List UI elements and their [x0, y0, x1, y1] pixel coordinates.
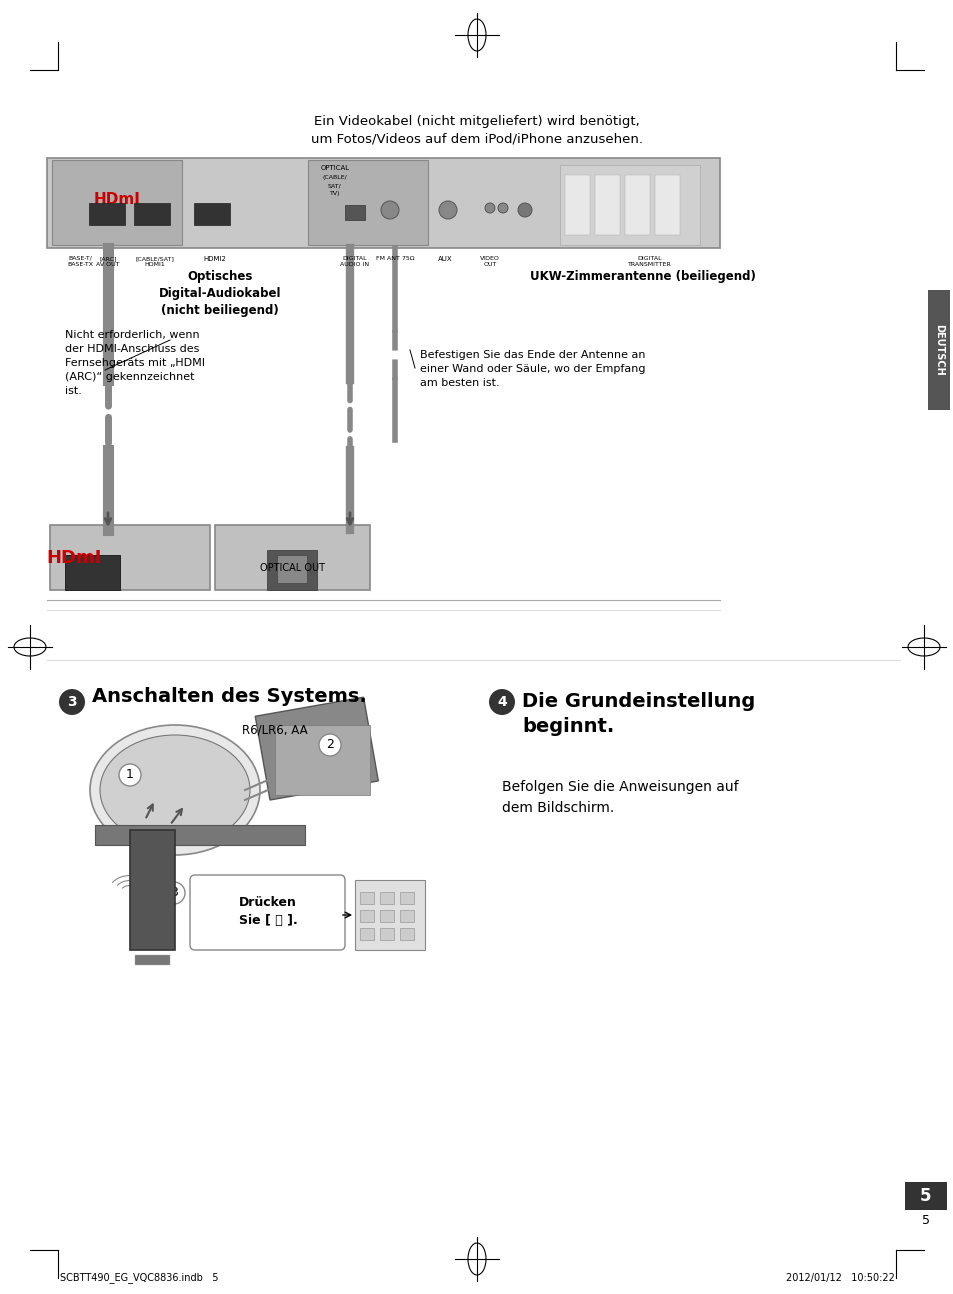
Text: BASE-T/
BASE-TX: BASE-T/ BASE-TX: [67, 256, 92, 267]
Text: DIGITAL
TRANSMITTER: DIGITAL TRANSMITTER: [627, 256, 671, 267]
Text: HDmI: HDmI: [93, 193, 140, 207]
FancyBboxPatch shape: [190, 875, 345, 950]
Circle shape: [517, 203, 532, 217]
Text: OPTICAL: OPTICAL: [320, 166, 349, 171]
Text: HDmI: HDmI: [47, 549, 102, 567]
Bar: [595, 175, 619, 236]
Text: 5: 5: [921, 1214, 929, 1227]
Text: 5: 5: [920, 1187, 931, 1205]
Bar: [624, 175, 649, 236]
Circle shape: [484, 203, 495, 214]
Text: SAT/: SAT/: [328, 184, 341, 189]
Text: Ein Videokabel (nicht mitgeliefert) wird benötigt,
um Fotos/Videos auf dem iPod/: Ein Videokabel (nicht mitgeliefert) wird…: [311, 114, 642, 145]
Bar: [379, 928, 394, 939]
Bar: [135, 925, 170, 936]
Text: Anschalten des Systems.: Anschalten des Systems.: [91, 687, 366, 707]
Bar: [135, 939, 170, 950]
Text: Die Grundeinstellung
beginnt.: Die Grundeinstellung beginnt.: [521, 692, 755, 736]
Bar: [379, 892, 394, 905]
Bar: [904, 1181, 946, 1210]
Bar: [359, 910, 374, 923]
Bar: [50, 525, 210, 590]
Text: AUX: AUX: [437, 256, 452, 261]
Text: [ARC]
AV OUT: [ARC] AV OUT: [96, 256, 120, 267]
Bar: [52, 160, 182, 245]
Bar: [655, 175, 679, 236]
Bar: [89, 203, 125, 225]
Text: R6/LR6, AA: R6/LR6, AA: [242, 723, 308, 736]
Circle shape: [119, 763, 141, 785]
Text: VIDEO
OUT: VIDEO OUT: [479, 256, 499, 267]
Bar: [255, 697, 378, 800]
Bar: [135, 955, 170, 965]
Text: Drücken
Sie [ ⏻ ].: Drücken Sie [ ⏻ ].: [238, 897, 297, 928]
Bar: [355, 880, 424, 950]
Bar: [95, 826, 305, 845]
Text: 3: 3: [170, 886, 178, 899]
Bar: [267, 550, 316, 590]
Text: OPTICAL OUT: OPTICAL OUT: [260, 563, 325, 573]
Text: HDMI2: HDMI2: [203, 256, 226, 261]
Bar: [47, 158, 720, 248]
Circle shape: [163, 883, 185, 905]
Bar: [193, 203, 230, 225]
Bar: [65, 555, 120, 590]
Text: DEUTSCH: DEUTSCH: [933, 324, 943, 375]
Bar: [359, 928, 374, 939]
Bar: [133, 203, 170, 225]
Circle shape: [380, 201, 398, 219]
Bar: [399, 910, 414, 923]
Bar: [359, 892, 374, 905]
Bar: [399, 892, 414, 905]
Text: 2012/01/12   10:50:22: 2012/01/12 10:50:22: [785, 1273, 894, 1282]
Bar: [308, 160, 428, 245]
Text: 4: 4: [497, 695, 506, 709]
Ellipse shape: [100, 735, 250, 845]
Bar: [559, 166, 700, 245]
Bar: [276, 555, 307, 584]
Bar: [135, 910, 170, 920]
Circle shape: [318, 734, 340, 756]
Bar: [564, 175, 589, 236]
Text: TV): TV): [330, 192, 340, 197]
Text: UKW-Zimmerantenne (beiliegend): UKW-Zimmerantenne (beiliegend): [530, 270, 755, 283]
Bar: [399, 928, 414, 939]
Text: SCBTT490_EG_VQC8836.indb   5: SCBTT490_EG_VQC8836.indb 5: [60, 1272, 218, 1284]
Circle shape: [489, 688, 515, 716]
Circle shape: [497, 203, 507, 214]
Text: DIGITAL
AUDIO IN: DIGITAL AUDIO IN: [340, 256, 369, 267]
Text: Optisches
Digital-Audiokabel
(nicht beiliegend): Optisches Digital-Audiokabel (nicht beil…: [158, 270, 281, 317]
Bar: [379, 910, 394, 923]
Bar: [345, 204, 365, 220]
Bar: [274, 725, 370, 795]
Text: Befestigen Sie das Ende der Antenne an
einer Wand oder Säule, wo der Empfang
am : Befestigen Sie das Ende der Antenne an e…: [419, 349, 645, 388]
Ellipse shape: [90, 725, 260, 855]
Text: Nicht erforderlich, wenn
der HDMI-Anschluss des
Fernsehgeräts mit „HDMI
(ARC)“ g: Nicht erforderlich, wenn der HDMI-Anschl…: [65, 330, 205, 396]
Text: Befolgen Sie die Anweisungen auf
dem Bildschirm.: Befolgen Sie die Anweisungen auf dem Bil…: [501, 780, 738, 815]
Circle shape: [59, 688, 85, 716]
Text: 2: 2: [326, 739, 334, 752]
Text: 3: 3: [67, 695, 77, 709]
Text: (CABLE/: (CABLE/: [322, 176, 347, 180]
Text: [CABLE/SAT]
HDMI1: [CABLE/SAT] HDMI1: [135, 256, 174, 267]
Circle shape: [438, 201, 456, 219]
Text: 1: 1: [126, 769, 133, 782]
Bar: [927, 290, 949, 410]
Bar: [214, 525, 370, 590]
Bar: [130, 829, 174, 950]
Text: FM ANT 75Ω: FM ANT 75Ω: [375, 256, 414, 261]
